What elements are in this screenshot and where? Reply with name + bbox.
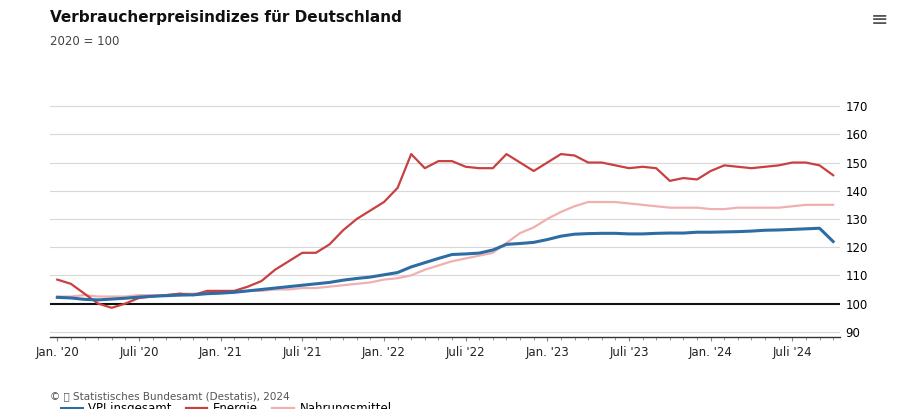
Legend: VPI insgesamt, Energie, Nahrungsmittel: VPI insgesamt, Energie, Nahrungsmittel: [56, 397, 397, 409]
Text: Verbraucherpreisindizes für Deutschland: Verbraucherpreisindizes für Deutschland: [50, 10, 402, 25]
Text: © 📊 Statistisches Bundesamt (Destatis), 2024: © 📊 Statistisches Bundesamt (Destatis), …: [50, 392, 290, 402]
Text: 2020 = 100: 2020 = 100: [50, 35, 120, 48]
Text: ≡: ≡: [871, 10, 889, 30]
